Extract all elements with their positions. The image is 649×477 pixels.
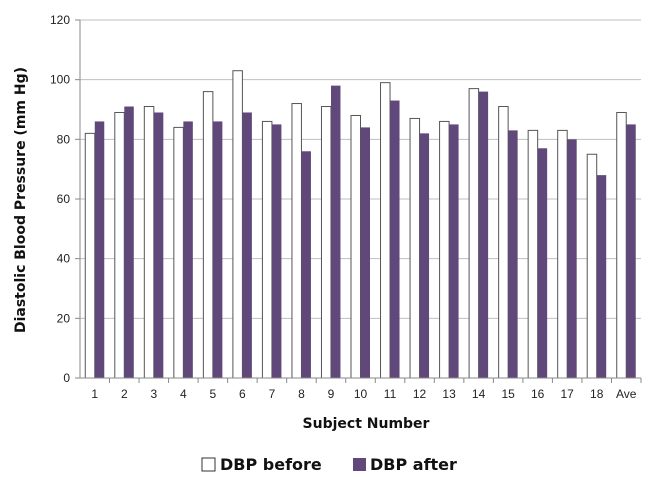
bar-before	[320, 106, 332, 379]
bar-before	[498, 106, 509, 379]
y-tick-label: 100	[50, 73, 70, 87]
bar-after	[301, 151, 311, 378]
x-tick-label: 2	[121, 387, 128, 401]
bar-before	[586, 153, 598, 379]
bar-before	[616, 111, 627, 379]
bar-after	[242, 112, 252, 378]
bar-before	[261, 120, 273, 379]
y-tick-label: 120	[50, 13, 70, 27]
bar-before	[114, 111, 125, 379]
y-tick-label: 60	[57, 192, 71, 206]
bar-before	[173, 126, 184, 379]
bar-before	[232, 70, 243, 379]
x-tick-label: 11	[384, 387, 397, 401]
bar-after	[537, 148, 548, 378]
bar-after	[508, 130, 518, 378]
bar-before	[380, 82, 391, 379]
bar-before	[84, 132, 96, 379]
x-tick-label: 4	[180, 387, 187, 401]
x-tick-label: 3	[150, 387, 157, 401]
x-tick-label: 14	[472, 387, 486, 401]
bar-before	[439, 120, 450, 379]
bar-after	[183, 121, 193, 378]
bar-after	[390, 100, 400, 379]
bar-after	[271, 124, 282, 379]
bar-after	[449, 124, 459, 379]
bar-after	[330, 85, 341, 378]
bar-before	[143, 106, 155, 379]
x-tick-label: Ave	[616, 387, 637, 401]
y-tick-label: 20	[57, 311, 71, 325]
y-tick-label: 40	[57, 252, 71, 266]
legend-label-after: DBP after	[370, 455, 457, 474]
x-axis-title: Subject Number	[303, 416, 430, 432]
y-axis-title: Diastolic Blood Pressure (mm Hg)	[13, 67, 29, 333]
legend-label-before: DBP before	[220, 455, 322, 474]
legend-swatch-before	[201, 457, 216, 472]
x-tick-label: 13	[442, 387, 456, 401]
y-tick-label: 80	[57, 132, 71, 146]
bar-before	[409, 117, 421, 379]
legend-swatch-after	[353, 458, 366, 471]
bar-after	[478, 91, 489, 378]
bar-after	[153, 112, 164, 378]
x-tick-label: 10	[354, 387, 368, 401]
y-tick-labels: 0 20 40 60 80 100 120	[50, 13, 70, 385]
bar-before	[557, 129, 568, 379]
bar-after	[596, 175, 607, 378]
bar-after	[124, 106, 134, 379]
x-tick-label: 9	[328, 387, 335, 401]
bar-before	[202, 91, 214, 379]
bar-after	[626, 124, 636, 379]
x-tick-label: 18	[590, 387, 604, 401]
x-tick-label: 7	[269, 387, 276, 401]
x-tick-label: 6	[239, 387, 246, 401]
bar-after	[212, 121, 223, 378]
bars	[84, 70, 636, 379]
x-tick-labels: 1 2 3 4 5 6 7 8 9 10 11 12 13 14 15 16 17 18 Ave	[91, 387, 636, 401]
x-tick-label: 15	[501, 387, 515, 401]
x-tick-label: 17	[561, 387, 575, 401]
bar-after	[567, 139, 577, 378]
legend: DBP before DBP after	[201, 455, 457, 474]
bar-after	[360, 127, 370, 379]
bar-before	[291, 103, 302, 379]
bar-before	[527, 129, 539, 379]
bar-after	[94, 121, 105, 378]
x-tick-label: 16	[531, 387, 545, 401]
x-tick-label: 12	[413, 387, 427, 401]
x-tick-label: 5	[210, 387, 217, 401]
bar-before	[468, 88, 480, 379]
x-tick-label: 8	[298, 387, 305, 401]
bar-after	[419, 133, 430, 378]
x-tick-label: 1	[91, 387, 98, 401]
y-tick-label: 0	[63, 371, 70, 385]
bar-before	[350, 114, 361, 379]
